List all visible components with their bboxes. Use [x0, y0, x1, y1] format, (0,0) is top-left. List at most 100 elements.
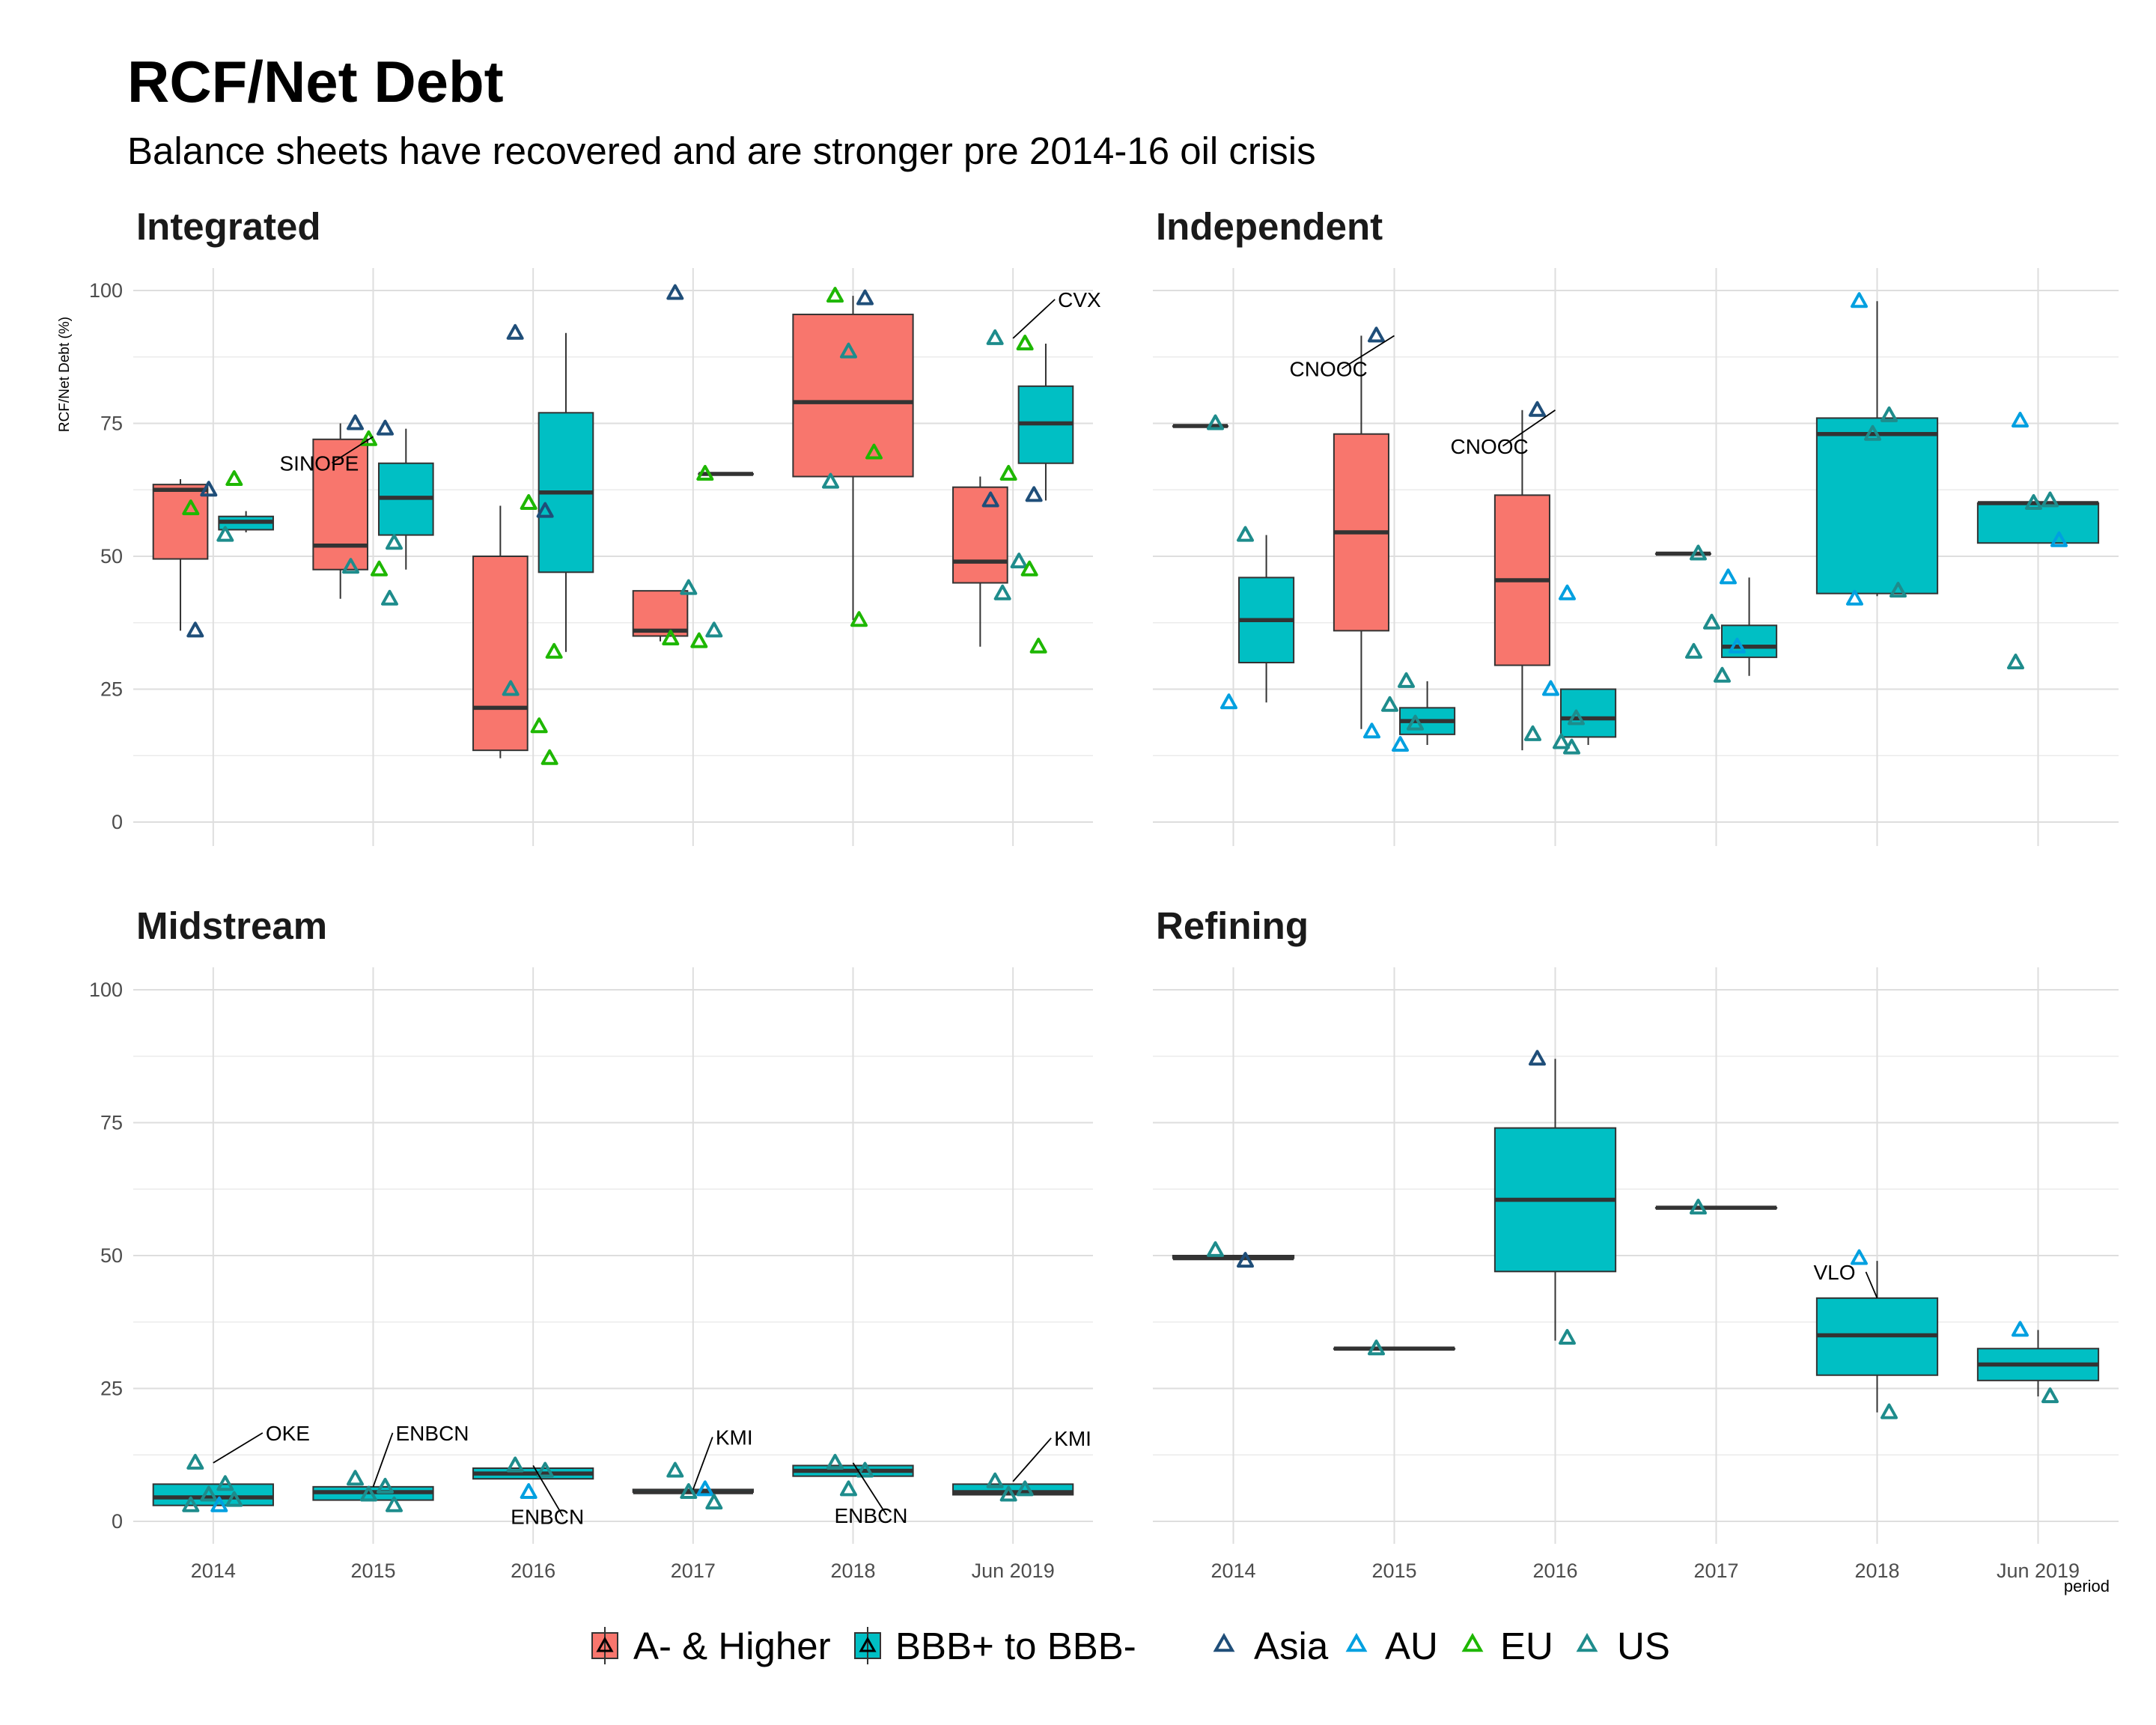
point-eu — [662, 630, 680, 646]
point-us — [1398, 672, 1415, 688]
point-eu — [1016, 335, 1034, 350]
point-us — [2025, 494, 2042, 510]
box-a-higher-2016 — [1493, 410, 1550, 751]
point-us — [1381, 696, 1398, 712]
label-text: ENBCN — [511, 1505, 584, 1528]
point-us — [200, 1485, 218, 1502]
x-tick-label: Jun 2019 — [1997, 1560, 2080, 1582]
point-us — [1016, 1480, 1034, 1497]
x-tick-label: 2017 — [1693, 1560, 1738, 1582]
point-asia — [666, 284, 684, 300]
label-cvx: CVX — [1012, 288, 1101, 339]
box-bbb-to-bbb-2015 — [1399, 681, 1456, 746]
point-us — [705, 1494, 723, 1510]
box-body — [472, 556, 529, 752]
legend-key-triangle — [859, 1636, 877, 1652]
label-text: SINOPE — [280, 451, 359, 475]
legend-key-triangle — [1576, 1632, 1598, 1652]
box-bbb-to-bbb-2015 — [1333, 1346, 1456, 1351]
label-sinope: SINOPE — [280, 436, 374, 475]
point-us — [1881, 406, 1898, 422]
point-us — [986, 329, 1004, 345]
point-us — [1237, 526, 1254, 542]
point-us — [1368, 1339, 1385, 1356]
y-tick-label: 25 — [100, 678, 123, 701]
x-axis-title: period — [2064, 1577, 2110, 1595]
panel-title: Independent — [1156, 205, 1383, 248]
box-body — [632, 590, 689, 637]
point-au — [1729, 637, 1746, 654]
point-asia — [506, 323, 524, 340]
label-leader — [1502, 410, 1556, 447]
box-body — [312, 438, 369, 571]
label-text: OKE — [266, 1422, 310, 1445]
box-bbb-to-bbb-2016 — [1493, 1059, 1617, 1341]
label-leader — [332, 436, 374, 464]
label-text: KMI — [716, 1426, 753, 1449]
x-tick-label: 2015 — [350, 1560, 395, 1582]
legend: A- & Higher BBB+ to BBB- Asia AU EU US — [591, 1625, 1670, 1667]
point-us — [680, 1482, 698, 1499]
point-us — [1881, 1403, 1898, 1420]
point-us — [840, 342, 857, 359]
y-tick-label: 100 — [89, 979, 123, 1001]
box-body — [952, 486, 1008, 584]
point-eu — [1020, 560, 1038, 576]
point-us — [1207, 414, 1224, 431]
point-asia — [347, 414, 364, 431]
box-body — [792, 313, 914, 478]
point-us — [502, 680, 520, 696]
box-a-higher-2018 — [792, 296, 914, 621]
y-tick-label: 75 — [100, 1112, 123, 1134]
legend-label: Asia — [1254, 1625, 1329, 1667]
legend-key-triangle — [596, 1636, 614, 1652]
label-text: VLO — [1814, 1261, 1856, 1284]
y-tick-label: 50 — [100, 1244, 123, 1267]
point-au — [520, 1482, 538, 1499]
x-tick-label: Jun 2019 — [972, 1560, 1055, 1582]
box-bbb-to-bbb-2017 — [1721, 577, 1778, 676]
box-bbb-to-bbb-2016 — [472, 1467, 594, 1480]
point-au — [1542, 680, 1559, 696]
box-body — [1721, 624, 1778, 658]
label-text: KMI — [1054, 1427, 1091, 1450]
box-bbb-to-bbb-2018 — [792, 1464, 914, 1477]
x-tick-label: 2017 — [671, 1560, 716, 1582]
box-body — [1815, 417, 1939, 594]
point-us — [216, 1475, 234, 1491]
panel-title: Integrated — [136, 205, 321, 248]
label-kmi: KMI — [1012, 1427, 1091, 1482]
label-leader — [692, 1437, 713, 1490]
point-eu — [1029, 637, 1047, 654]
panel-independent: Independent CNOOC CNOOC — [1153, 205, 2119, 846]
box-a-higher-2015 — [1333, 335, 1389, 729]
point-au — [1559, 584, 1576, 600]
point-us — [386, 1496, 403, 1512]
box-bbb-to-bbb-2016 — [538, 332, 594, 652]
label-text: ENBCN — [835, 1504, 908, 1527]
legend-label: AU — [1385, 1625, 1438, 1667]
point-eu — [545, 642, 563, 659]
point-au — [1363, 722, 1380, 739]
box-bbb-to-bbb-2016 — [1560, 688, 1617, 746]
point-us — [225, 1491, 243, 1507]
point-us — [1685, 642, 1702, 659]
point-us — [1407, 714, 1424, 731]
label-enbcn: ENBCN — [511, 1464, 584, 1528]
point-us — [347, 1470, 364, 1486]
point-asia — [1529, 401, 1546, 417]
legend-key-triangle — [1213, 1632, 1235, 1652]
point-asia — [1237, 1252, 1254, 1268]
box-a-higher-2016 — [472, 505, 529, 758]
point-us — [680, 579, 698, 595]
point-au — [1720, 568, 1737, 585]
point-au — [1846, 589, 1863, 606]
x-tick-label: 2014 — [191, 1560, 236, 1582]
box-bbb-to-bbb-2017 — [698, 472, 754, 476]
point-us — [216, 526, 234, 542]
box-body — [1560, 688, 1617, 738]
point-asia — [981, 491, 999, 508]
legend-key-triangle — [1345, 1632, 1368, 1652]
point-us — [536, 1461, 554, 1478]
